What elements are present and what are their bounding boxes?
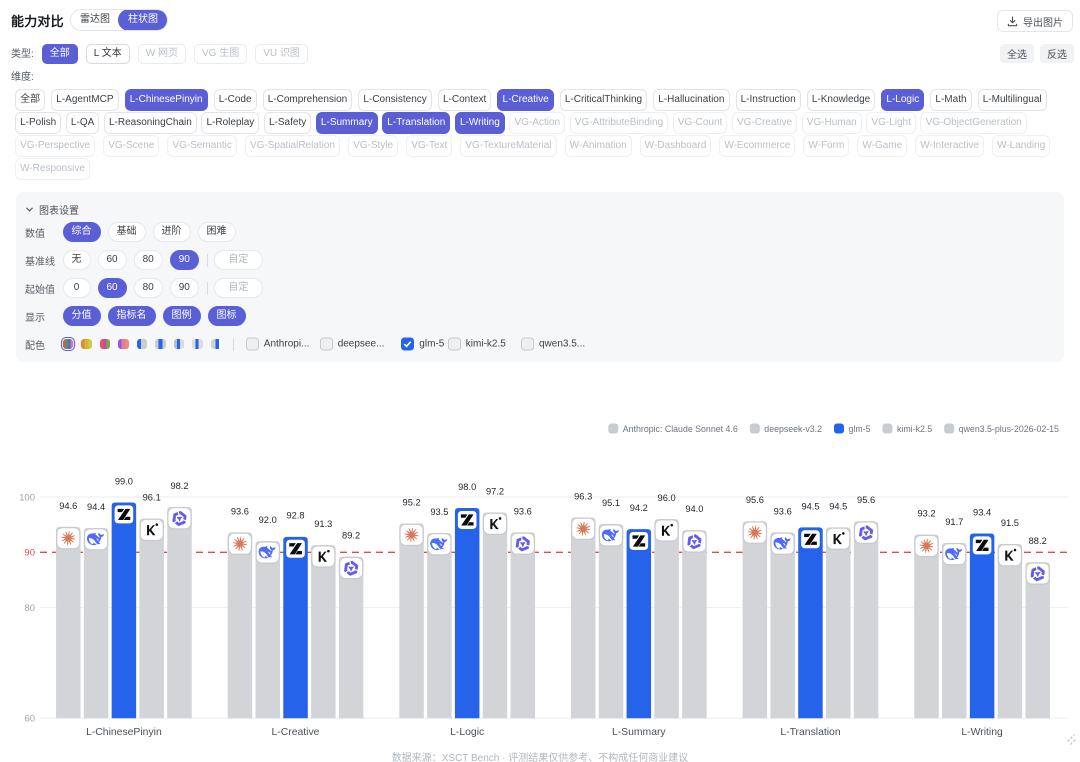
svg-text:L-ChinesePinyin: L-ChinesePinyin	[86, 727, 162, 738]
svg-text:glm-5: glm-5	[849, 424, 871, 434]
svg-text:100: 100	[19, 492, 35, 503]
svg-text:94.4: 94.4	[87, 502, 105, 512]
svg-text:94.5: 94.5	[829, 501, 847, 511]
svg-text:93.6: 93.6	[231, 506, 249, 516]
svg-text:92.0: 92.0	[259, 515, 277, 525]
svg-text:98.0: 98.0	[458, 482, 476, 492]
svg-text:96.3: 96.3	[574, 491, 592, 501]
svg-text:91.5: 91.5	[1001, 518, 1019, 528]
svg-text:93.6: 93.6	[514, 506, 532, 516]
svg-text:96.0: 96.0	[658, 493, 676, 503]
svg-text:L-Logic: L-Logic	[450, 727, 484, 738]
svg-text:95.6: 95.6	[746, 495, 764, 505]
svg-text:96.1: 96.1	[143, 493, 161, 503]
svg-text:99.0: 99.0	[115, 476, 133, 486]
svg-text:80: 80	[24, 603, 35, 614]
svg-text:kimi-k2.5: kimi-k2.5	[897, 424, 932, 434]
svg-text:93.4: 93.4	[973, 507, 991, 517]
svg-text:93.5: 93.5	[430, 507, 448, 517]
svg-text:91.3: 91.3	[314, 519, 332, 529]
svg-text:95.1: 95.1	[602, 498, 620, 508]
svg-text:93.6: 93.6	[774, 506, 792, 516]
svg-text:deepseek-v3.2: deepseek-v3.2	[764, 424, 822, 434]
svg-text:94.6: 94.6	[59, 501, 77, 511]
svg-text:60: 60	[24, 714, 35, 725]
svg-text:Anthropic: Claude Sonnet 4.6: Anthropic: Claude Sonnet 4.6	[623, 424, 738, 434]
svg-text:90: 90	[24, 548, 35, 559]
svg-text:88.2: 88.2	[1029, 536, 1047, 546]
svg-text:93.2: 93.2	[917, 509, 935, 519]
svg-text:94.2: 94.2	[630, 503, 648, 513]
svg-text:97.2: 97.2	[486, 486, 504, 496]
svg-text:89.2: 89.2	[342, 531, 360, 541]
svg-text:L-Translation: L-Translation	[780, 727, 840, 738]
svg-text:95.6: 95.6	[857, 495, 875, 505]
svg-text:94.0: 94.0	[685, 504, 703, 514]
svg-text:92.8: 92.8	[286, 511, 304, 521]
svg-text:91.7: 91.7	[945, 517, 963, 527]
svg-text:qwen3.5-plus-2026-02-15: qwen3.5-plus-2026-02-15	[959, 424, 1059, 434]
svg-text:L-Writing: L-Writing	[961, 727, 1003, 738]
svg-text:98.2: 98.2	[170, 481, 188, 491]
svg-text:95.2: 95.2	[403, 497, 421, 507]
svg-text:94.5: 94.5	[801, 501, 819, 511]
svg-text:L-Summary: L-Summary	[612, 727, 666, 738]
svg-text:L-Creative: L-Creative	[272, 727, 320, 738]
